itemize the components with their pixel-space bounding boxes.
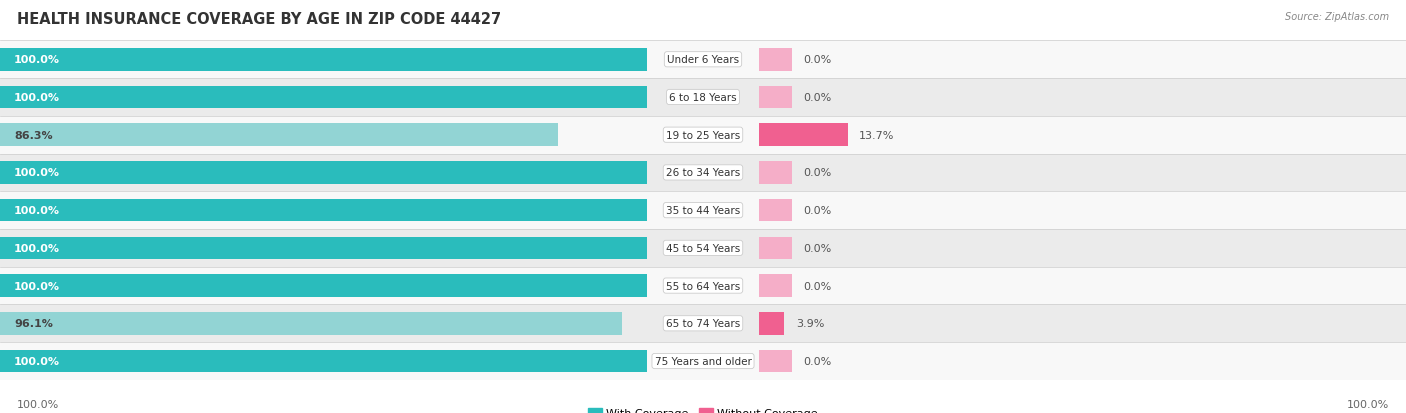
Bar xyxy=(759,86,792,109)
Legend: With Coverage, Without Coverage: With Coverage, Without Coverage xyxy=(588,408,818,413)
Bar xyxy=(0,342,1406,380)
Bar xyxy=(0,305,1406,342)
Bar xyxy=(0,49,647,71)
Text: 55 to 64 Years: 55 to 64 Years xyxy=(666,281,740,291)
Bar xyxy=(759,199,792,222)
Bar xyxy=(0,192,1406,230)
Text: 0.0%: 0.0% xyxy=(803,281,831,291)
Bar xyxy=(759,124,848,147)
Bar xyxy=(759,49,792,71)
Text: 0.0%: 0.0% xyxy=(803,243,831,253)
Bar xyxy=(0,79,1406,116)
Bar xyxy=(0,350,647,373)
Text: 100.0%: 100.0% xyxy=(14,356,60,366)
Bar xyxy=(759,237,792,259)
Text: Under 6 Years: Under 6 Years xyxy=(666,55,740,65)
Bar xyxy=(759,162,792,184)
Bar xyxy=(0,237,647,259)
Text: 0.0%: 0.0% xyxy=(803,168,831,178)
Text: 100.0%: 100.0% xyxy=(14,93,60,103)
Text: Source: ZipAtlas.com: Source: ZipAtlas.com xyxy=(1285,12,1389,22)
Text: 19 to 25 Years: 19 to 25 Years xyxy=(666,131,740,140)
Bar xyxy=(0,116,1406,154)
Text: 13.7%: 13.7% xyxy=(859,131,894,140)
Text: 100.0%: 100.0% xyxy=(14,281,60,291)
Text: 0.0%: 0.0% xyxy=(803,356,831,366)
Bar xyxy=(0,230,1406,267)
Bar xyxy=(0,267,1406,305)
Text: 86.3%: 86.3% xyxy=(14,131,52,140)
Text: 26 to 34 Years: 26 to 34 Years xyxy=(666,168,740,178)
Text: 0.0%: 0.0% xyxy=(803,55,831,65)
Text: 6 to 18 Years: 6 to 18 Years xyxy=(669,93,737,103)
Text: 0.0%: 0.0% xyxy=(803,93,831,103)
Bar xyxy=(0,199,647,222)
Text: 96.1%: 96.1% xyxy=(14,318,53,328)
Bar xyxy=(759,312,785,335)
Text: 45 to 54 Years: 45 to 54 Years xyxy=(666,243,740,253)
Text: 3.9%: 3.9% xyxy=(796,318,824,328)
Text: 100.0%: 100.0% xyxy=(17,399,59,409)
Text: 100.0%: 100.0% xyxy=(14,55,60,65)
Bar xyxy=(0,41,1406,79)
Text: HEALTH INSURANCE COVERAGE BY AGE IN ZIP CODE 44427: HEALTH INSURANCE COVERAGE BY AGE IN ZIP … xyxy=(17,12,501,27)
Text: 100.0%: 100.0% xyxy=(14,243,60,253)
Bar xyxy=(0,86,647,109)
Bar xyxy=(0,124,558,147)
Bar xyxy=(759,275,792,297)
Bar xyxy=(0,275,647,297)
Text: 35 to 44 Years: 35 to 44 Years xyxy=(666,206,740,216)
Bar xyxy=(0,154,1406,192)
Bar xyxy=(0,312,621,335)
Text: 0.0%: 0.0% xyxy=(803,206,831,216)
Bar xyxy=(0,162,647,184)
Text: 100.0%: 100.0% xyxy=(14,168,60,178)
Text: 100.0%: 100.0% xyxy=(14,206,60,216)
Bar xyxy=(759,350,792,373)
Text: 65 to 74 Years: 65 to 74 Years xyxy=(666,318,740,328)
Text: 75 Years and older: 75 Years and older xyxy=(655,356,751,366)
Text: 100.0%: 100.0% xyxy=(1347,399,1389,409)
